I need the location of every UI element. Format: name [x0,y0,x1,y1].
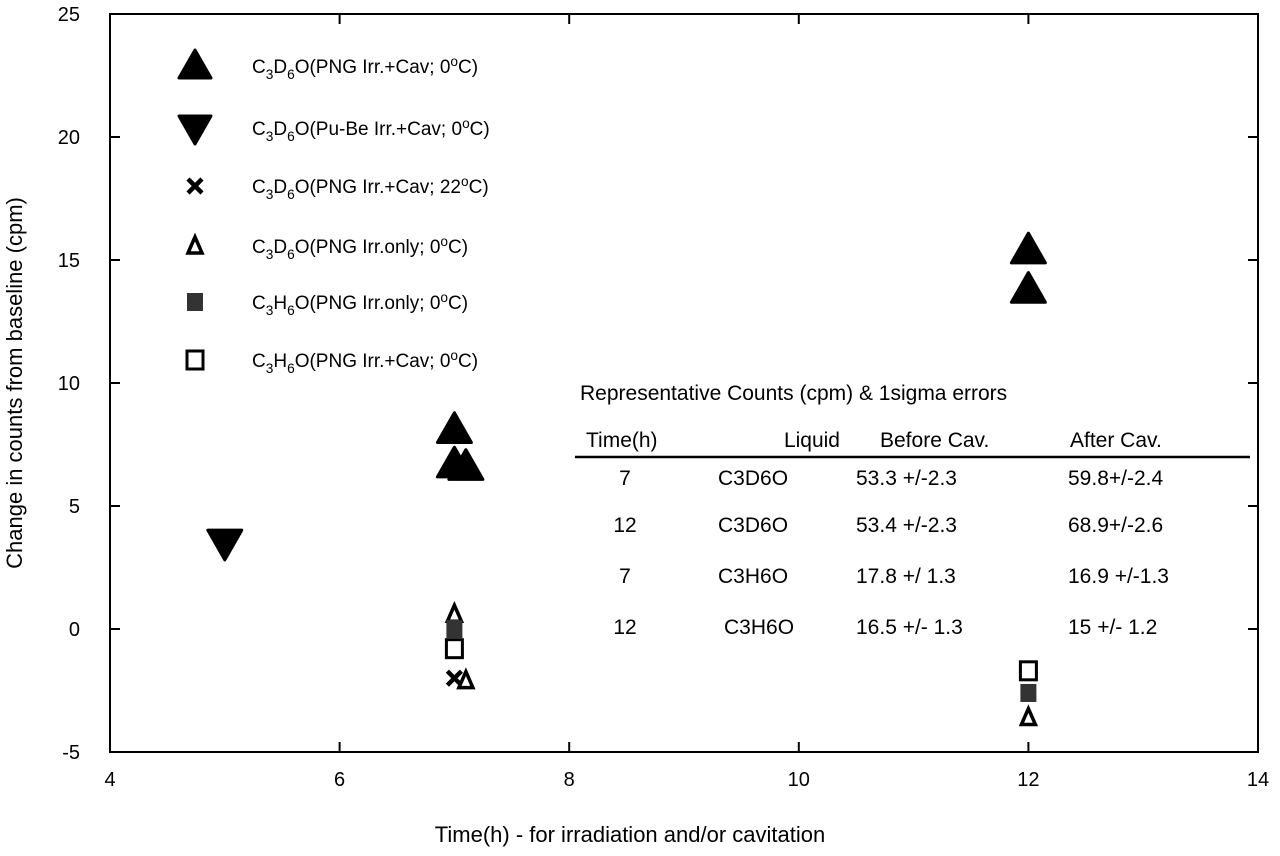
data-point-open-triangle [444,600,465,623]
table-cell: 12 [613,616,636,639]
table-title: Representative Counts (cpm) & 1sigma err… [580,382,1007,405]
y-tick-label: 5 [69,496,80,518]
data-point-triangle-down [177,114,213,146]
table-cell-liquid: C3D6O [718,467,788,490]
legend-label: C3H6O(PNG Irr.+Cav; 0oC) [252,348,478,376]
data-point-triangle-up [447,448,485,481]
table-header: Liquid [784,429,840,452]
data-point-open-square [185,349,205,371]
data-point-triangle-up [1009,231,1047,265]
data-point-triangle-up [435,411,473,444]
table-cell: 59.8+/-2.4 [1068,467,1163,490]
table-cell: 53.4 +/-2.3 [856,514,957,537]
x-tick-label: 8 [564,769,575,791]
x-tick-label: 6 [334,769,345,791]
table-header: After Cav. [1070,429,1162,452]
data-point-filled-square [1020,683,1037,702]
y-axis-label: Change in counts from baseline (cpm) [2,197,27,569]
data-point-triangle-down [206,528,244,562]
x-tick-label: 10 [788,769,810,791]
table-cell: 12 [613,514,636,537]
data-point-open-triangle [1018,704,1039,727]
table-cell: 16.5 +/- 1.3 [856,616,963,639]
legend-label: C3H6O(PNG Irr.only; 0oC) [252,290,468,318]
data-point-triangle-up [1009,271,1047,304]
data-point-x [186,177,204,195]
legend-label: C3D6O(PNG Irr.+Cav; 22oC) [252,174,489,202]
data-point-open-triangle [456,667,476,690]
table-cell: 53.3 +/-2.3 [856,467,957,490]
legend-label: C3D6O(Pu-Be Irr.+Cav; 0oC) [252,116,490,144]
data-point-filled-square [187,293,203,311]
table-cell-liquid: C3H6O [724,616,794,639]
x-tick-label: 14 [1247,769,1269,791]
table-cell-liquid: C3D6O [718,514,788,537]
y-tick-label: 25 [58,4,80,26]
data-point-open-square [444,638,464,660]
table-cell-liquid: C3H6O [718,565,788,588]
table-cell: 16.9 +/-1.3 [1068,565,1169,588]
x-tick-label: 4 [104,769,115,791]
data-point-filled-square [446,620,463,638]
data-point-triangle-up [177,48,213,80]
table-cell: 17.8 +/ 1.3 [856,565,956,588]
table-header: Time(h) [586,429,658,452]
x-axis-label: Time(h) - for irradiation and/or cavitat… [435,822,825,847]
table-cell: 68.9+/-2.6 [1068,514,1163,537]
table-header: Before Cav. [880,429,989,452]
data-point-open-triangle [185,232,205,255]
legend-label: C3D6O(PNG Irr.only; 0oC) [252,234,468,262]
y-tick-label: 20 [58,127,80,149]
y-tick-label: -5 [62,742,80,764]
data-point-open-square [1018,660,1038,682]
table-cell: 15 +/- 1.2 [1068,616,1157,639]
x-tick-label: 12 [1017,769,1039,791]
data-point-x [445,669,463,687]
y-tick-label: 15 [58,250,80,272]
legend-label: C3D6O(PNG Irr.+Cav; 0oC) [252,54,478,82]
table-cell: 7 [619,467,631,490]
table-cell: 7 [619,565,631,588]
y-tick-label: 10 [58,373,80,395]
y-tick-label: 0 [69,619,80,641]
